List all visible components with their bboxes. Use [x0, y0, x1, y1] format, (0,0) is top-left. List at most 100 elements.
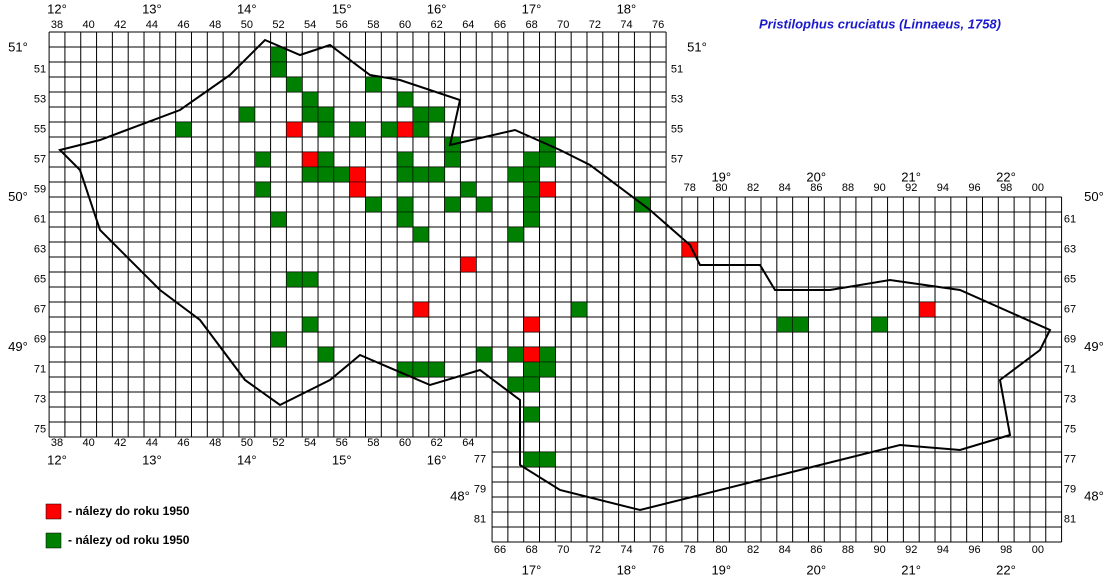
row-label: 75 [34, 423, 46, 435]
row-label: 65 [1064, 273, 1076, 285]
record-square [301, 106, 319, 123]
column-label: 70 [557, 544, 569, 556]
column-label: 86 [810, 182, 822, 194]
column-label: 66 [494, 544, 506, 556]
record-square [317, 346, 335, 363]
record-square [523, 346, 540, 363]
column-label: 74 [620, 19, 632, 31]
latitude-label: 48° [1084, 489, 1104, 504]
longitude-label: 17° [522, 562, 542, 577]
record-square [396, 151, 414, 168]
longitude-label: 15° [332, 452, 352, 467]
column-label: 50 [241, 437, 253, 449]
column-label: 40 [83, 19, 95, 31]
record-square [460, 256, 477, 273]
row-label: 61 [1064, 213, 1076, 225]
column-label: 68 [525, 19, 537, 31]
record-square [871, 316, 888, 333]
column-label: 42 [114, 437, 126, 449]
column-label: 80 [715, 182, 727, 194]
record-square [507, 346, 524, 363]
row-label: 81 [474, 513, 486, 525]
column-label: 92 [905, 182, 917, 194]
row-label: 71 [1064, 363, 1076, 375]
column-label: 52 [272, 19, 284, 31]
record-square [523, 451, 540, 468]
record-square [270, 46, 287, 63]
record-square [396, 91, 414, 108]
record-square [444, 196, 461, 213]
record-square [428, 166, 445, 183]
record-square [428, 361, 445, 378]
column-label: 52 [272, 437, 284, 449]
row-label: 73 [1064, 393, 1076, 405]
record-square [523, 166, 540, 183]
legend-swatch [45, 503, 62, 520]
longitude-label: 12° [47, 452, 67, 467]
row-label: 63 [34, 243, 46, 255]
record-square [270, 211, 287, 228]
record-square [286, 121, 303, 138]
row-label: 55 [34, 123, 46, 135]
column-label: 84 [779, 544, 791, 556]
column-label: 80 [715, 544, 727, 556]
record-square [396, 166, 414, 183]
record-square [539, 181, 556, 198]
record-square [301, 316, 319, 333]
longitude-label: 21° [901, 169, 921, 184]
latitude-label: 51° [8, 39, 28, 54]
record-square [286, 271, 303, 288]
column-label: 82 [747, 544, 759, 556]
latitude-label: 50° [1084, 189, 1104, 204]
row-label: 77 [474, 453, 486, 465]
latitude-label: 48° [450, 489, 470, 504]
record-square [396, 196, 414, 213]
column-label: 72 [589, 544, 601, 556]
column-label: 58 [367, 437, 379, 449]
latitude-label: 49° [1084, 339, 1104, 354]
record-square [776, 316, 793, 333]
row-label: 51 [671, 63, 683, 75]
longitude-label: 19° [711, 169, 731, 184]
record-square [412, 301, 430, 318]
record-square [918, 301, 936, 318]
row-label: 57 [671, 153, 683, 165]
record-square [175, 121, 192, 138]
record-square [301, 151, 319, 168]
record-square [570, 301, 588, 318]
longitude-label: 13° [142, 1, 162, 16]
longitude-label: 22° [996, 562, 1016, 577]
row-label: 63 [1064, 243, 1076, 255]
column-label: 98 [1000, 544, 1012, 556]
record-square [523, 211, 540, 228]
column-label: 94 [937, 182, 949, 194]
column-label: 90 [874, 182, 886, 194]
record-square [428, 106, 445, 123]
latitude-label: 50° [8, 189, 28, 204]
row-label: 61 [34, 213, 46, 225]
column-label: 44 [146, 19, 158, 31]
row-label: 79 [1064, 483, 1076, 495]
record-square [301, 91, 319, 108]
longitude-label: 15° [332, 1, 352, 16]
column-label: 96 [968, 544, 980, 556]
column-label: 40 [83, 437, 95, 449]
record-square [523, 151, 540, 168]
border [58, 38, 1052, 512]
column-label: 88 [842, 544, 854, 556]
column-label: 84 [779, 182, 791, 194]
column-label: 74 [620, 544, 632, 556]
column-label: 64 [462, 19, 474, 31]
row-label: 59 [34, 183, 46, 195]
record-square [475, 346, 493, 363]
row-label: 57 [34, 153, 46, 165]
latitude-label: 51° [687, 39, 707, 54]
record-square [475, 196, 493, 213]
column-label: 50 [241, 19, 253, 31]
record-square [317, 106, 335, 123]
longitude-label: 20° [806, 169, 826, 184]
record-square [349, 181, 366, 198]
longitude-label: 16° [427, 452, 447, 467]
